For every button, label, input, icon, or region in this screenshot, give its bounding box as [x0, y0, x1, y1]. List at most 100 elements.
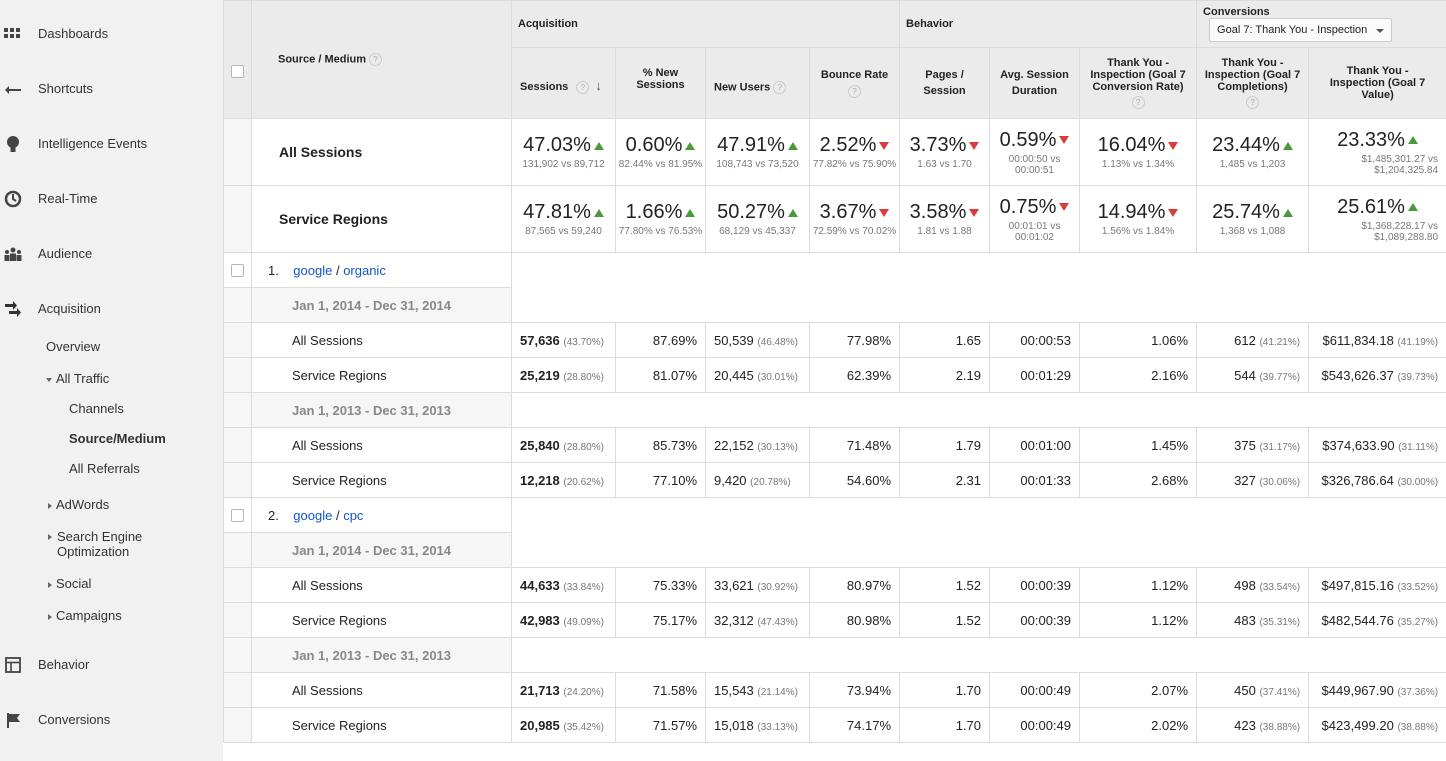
- summary-change: 50.27%: [717, 201, 785, 223]
- source-medium-cell: 2. google / cpc: [251, 497, 512, 533]
- goal-select-dropdown[interactable]: Goal 7: Thank You - Inspection: [1209, 18, 1393, 42]
- arrow-up-icon: [787, 208, 798, 217]
- value-percent: (38.88%): [1397, 721, 1439, 733]
- completions-cell: 612 (41.21%): [1196, 322, 1310, 358]
- column-header-goal7-value[interactable]: Thank You - Inspection (Goal 7 Value): [1308, 47, 1446, 119]
- column-header-avg-session-duration[interactable]: Avg. Session Duration: [989, 47, 1081, 119]
- medium-link[interactable]: organic: [343, 262, 386, 278]
- sidebar-subitem-campaigns[interactable]: Campaigns: [48, 608, 122, 623]
- date-row: Jan 1, 2013 - Dec 31, 2013: [223, 637, 1446, 673]
- sidebar-subitem-channels[interactable]: Channels: [69, 401, 124, 416]
- value-cell: $611,834.18 (41.19%): [1308, 322, 1446, 358]
- sessions-cell: 44,633 (33.84%): [511, 567, 616, 603]
- bounce-rate-cell: 80.98%: [808, 602, 901, 638]
- value-cell: $326,786.64 (30.00%): [1308, 462, 1446, 498]
- completions-value: 423: [1234, 717, 1256, 733]
- sidebar-subitem-all-traffic[interactable]: All Traffic: [46, 371, 109, 386]
- row-index: 1.: [268, 262, 279, 278]
- help-icon[interactable]: ?: [1131, 96, 1145, 109]
- goal-value: $374,633.90: [1322, 437, 1395, 453]
- help-icon[interactable]: ?: [1246, 96, 1260, 109]
- help-icon[interactable]: ?: [773, 81, 787, 94]
- column-header-goal7-completions[interactable]: Thank You - Inspection (Goal 7 Completio…: [1196, 47, 1310, 119]
- empty-cell: [510, 637, 1446, 673]
- sidebar-item-dashboards[interactable]: Dashboards: [0, 20, 223, 50]
- column-header-new-users[interactable]: New Users?: [705, 47, 810, 119]
- help-icon[interactable]: ?: [848, 84, 861, 98]
- completions-cell: 544 (39.77%): [1196, 357, 1310, 393]
- sidebar-item-shortcuts[interactable]: Shortcuts: [0, 75, 223, 105]
- row-checkbox[interactable]: [231, 263, 244, 277]
- sidebar-subitem-label: Campaigns: [56, 608, 122, 623]
- sessions-cell: 57,636 (43.70%): [511, 322, 616, 358]
- sidebar-item-real-time[interactable]: Real-Time: [0, 185, 223, 215]
- sidebar-subitem-social[interactable]: Social: [48, 576, 91, 591]
- completions-value: 375: [1234, 437, 1256, 453]
- sessions-percent: (49.09%): [563, 616, 604, 628]
- sidebar-subitem-label: Social: [56, 576, 92, 591]
- sidebar-subitem-source-medium[interactable]: Source/Medium: [69, 431, 166, 446]
- sort-descending-icon[interactable]: ↓: [595, 78, 602, 94]
- summary-compare: 1.56% vs 1.84%: [1101, 226, 1175, 237]
- empty-cell: [223, 602, 252, 638]
- sessions-value: 42,983: [520, 612, 560, 628]
- row-checkbox[interactable]: [231, 508, 244, 522]
- sidebar-item-audience[interactable]: Audience: [0, 240, 223, 270]
- sidebar-item-conversions[interactable]: Conversions: [0, 706, 223, 736]
- column-header-pages-session[interactable]: Pages / Session: [899, 47, 991, 119]
- sessions-percent: (24.20%): [563, 686, 604, 698]
- completions-percent: (37.41%): [1259, 686, 1301, 698]
- summary-compare: 1.81 vs 1.88: [917, 226, 972, 237]
- summary-compare: 1.13% vs 1.34%: [1101, 159, 1175, 170]
- source-link[interactable]: google: [293, 262, 333, 278]
- summary-change: 25.74%: [1212, 201, 1280, 223]
- column-header-sessions[interactable]: Sessions? ↓: [511, 47, 616, 119]
- column-header-new-sessions[interactable]: % New Sessions: [615, 47, 706, 119]
- new-users-value: 15,018: [714, 717, 754, 733]
- completions-percent: (31.17%): [1259, 441, 1301, 453]
- summary-change: 14.94%: [1097, 201, 1166, 223]
- sidebar-item-label: Intelligence Events: [38, 136, 148, 151]
- conversion-rate-cell: 2.07%: [1079, 672, 1198, 708]
- duration-cell: 00:00:39: [989, 602, 1081, 638]
- new-users-cell: 22,152 (30.13%): [705, 427, 810, 463]
- pages-session-cell: 1.79: [899, 427, 991, 463]
- medium-link[interactable]: cpc: [343, 507, 364, 523]
- summary-cell: 47.91% 108,743 vs 73,520: [705, 118, 810, 186]
- sidebar-item-intelligence-events[interactable]: Intelligence Events: [0, 130, 223, 160]
- group-header-behavior: Behavior: [899, 0, 1198, 48]
- help-icon[interactable]: ?: [369, 53, 383, 66]
- sidebar-subitem-adwords[interactable]: AdWords: [48, 497, 109, 512]
- sidebar-subitem-all-referrals[interactable]: All Referrals: [69, 461, 140, 476]
- sidebar-subitem-seo[interactable]: Search Engine Optimization: [48, 529, 168, 559]
- dimension-header[interactable]: Source / Medium?: [251, 0, 512, 119]
- column-header-goal7-conversion-rate[interactable]: Thank You - Inspection (Goal 7 Conversio…: [1079, 47, 1198, 119]
- summary-change: 0.75%: [999, 195, 1057, 218]
- pages-session-cell: 1.52: [899, 567, 991, 603]
- summary-change: 2.52%: [819, 134, 877, 156]
- sidebar-subitem-overview[interactable]: Overview: [46, 339, 101, 354]
- completions-cell: 483 (35.31%): [1196, 602, 1310, 638]
- summary-change: 3.73%: [909, 134, 967, 156]
- sessions-value: 44,633: [520, 577, 560, 593]
- conversion-rate-cell: 1.12%: [1079, 602, 1198, 638]
- completions-value: 498: [1234, 577, 1256, 593]
- select-all-checkbox[interactable]: [231, 65, 244, 78]
- summary-cell: 0.60% 82.44% vs 81.95%: [615, 118, 706, 186]
- sidebar-item-label: Shortcuts: [38, 81, 93, 96]
- column-header-bounce-rate[interactable]: Bounce Rate?: [808, 47, 901, 119]
- sessions-value: 57,636: [520, 332, 560, 348]
- empty-cell: [223, 637, 252, 673]
- table-row: All Sessions 57,636 (43.70%) 87.69% 50,5…: [223, 322, 1446, 358]
- arrow-down-icon: [1059, 203, 1070, 212]
- source-link[interactable]: google: [293, 507, 333, 523]
- arrow-up-icon: [1282, 141, 1293, 150]
- sidebar-item-acquisition[interactable]: Acquisition: [0, 295, 223, 325]
- sidebar-item-behavior[interactable]: Behavior: [0, 651, 223, 681]
- help-icon[interactable]: ?: [576, 81, 590, 94]
- segment-label: Service Regions: [251, 707, 512, 743]
- summary-cell: 14.94% 1.56% vs 1.84%: [1079, 185, 1198, 253]
- conversion-rate-cell: 1.06%: [1079, 322, 1198, 358]
- summary-compare: 131,902 vs 89,712: [522, 159, 605, 170]
- summary-compare: 72.59% vs 70.02%: [812, 226, 897, 237]
